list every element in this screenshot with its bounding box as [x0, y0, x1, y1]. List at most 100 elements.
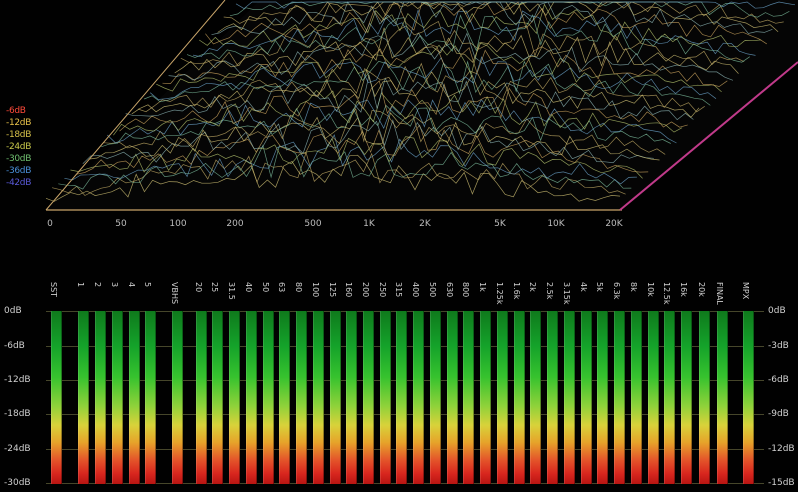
- meter-band-label: 20: [194, 282, 203, 293]
- meter-band-label: MPX: [741, 282, 750, 300]
- meter-band-label: 200: [361, 282, 370, 298]
- meter-bar: [78, 311, 89, 484]
- spectrum-db-label: -24dB: [6, 142, 32, 152]
- meter-bar: [363, 311, 374, 484]
- meter-scale-right-label: 0dB: [768, 306, 786, 316]
- meter-band-label: 63: [277, 282, 286, 293]
- frequency-tick-label: 200: [226, 219, 244, 229]
- waterfall-trace: [156, 42, 722, 93]
- frequency-tick-label: 50: [115, 219, 127, 229]
- meter-band-label: 40: [244, 282, 253, 293]
- meter-bar: [717, 311, 728, 484]
- meter-scale-left-label: -24dB: [4, 444, 31, 454]
- waterfall-trace: [70, 136, 643, 179]
- meter-scale-right-label: -6dB: [768, 375, 789, 385]
- meter-bar: [246, 311, 257, 484]
- waterfall-edge-right: [619, 61, 798, 211]
- spectrum-db-label: -42dB: [6, 178, 32, 188]
- waterfall-trace: [101, 104, 671, 148]
- meter-bar: [514, 311, 525, 484]
- meter-bar: [396, 311, 407, 484]
- frequency-tick-label: 1K: [363, 219, 375, 229]
- waterfall-trace: [64, 134, 637, 185]
- meter-scale-left-label: -12dB: [4, 375, 31, 385]
- waterfall-trace: [162, 43, 728, 87]
- meter-band-label: 1: [76, 282, 85, 288]
- waterfall-trace: [45, 154, 621, 202]
- meter-bar: [743, 311, 754, 484]
- meter-bar: [581, 311, 592, 484]
- meter-band-label: SST: [49, 282, 58, 298]
- meter-band-label: 2: [93, 282, 102, 288]
- meter-band-label: 25: [210, 282, 219, 293]
- meter-bar: [229, 311, 240, 484]
- spectrum-db-label: -36dB: [6, 166, 32, 176]
- meter-band-label: 5k: [595, 282, 604, 292]
- meter-bar: [597, 311, 608, 484]
- meter-band-label: 1.6k: [512, 282, 521, 300]
- meter-scale-right-label: -9dB: [768, 409, 789, 419]
- meter-scale-right-label: -3dB: [768, 341, 789, 351]
- meter-band-label: VBHS: [170, 282, 179, 305]
- meter-scale-left-label: -30dB: [4, 478, 31, 488]
- meter-band-label: 250: [378, 282, 387, 298]
- meter-band-label: 2k: [528, 282, 537, 292]
- meter-band-label: 100: [311, 282, 320, 298]
- meter-band-label: 3.15k: [562, 282, 571, 305]
- meter-scale-left-label: -18dB: [4, 409, 31, 419]
- meter-bar: [296, 311, 307, 484]
- frequency-tick-label: 20K: [605, 219, 623, 229]
- meter-scale-right-label: -12dB: [768, 444, 795, 454]
- meter-bar: [196, 311, 207, 484]
- meter-bar: [447, 311, 458, 484]
- meter-band-label: 1.25k: [495, 282, 504, 305]
- frequency-tick-label: 100: [169, 219, 187, 229]
- spectrum-db-label: -30dB: [6, 154, 32, 164]
- meter-bar: [95, 311, 106, 484]
- meter-band-label: 50: [261, 282, 270, 293]
- meter-bar: [480, 311, 491, 484]
- waterfall-trace: [137, 62, 705, 113]
- waterfall-trace: [88, 112, 660, 161]
- meter-bar: [614, 311, 625, 484]
- frequency-tick-label: 500: [304, 219, 322, 229]
- spectrum-waterfall-display: [45, 0, 798, 211]
- meter-bar: [263, 311, 274, 484]
- waterfall-trace: [52, 151, 626, 196]
- waterfall-trace: [143, 60, 711, 106]
- waterfall-trace: [94, 107, 666, 155]
- frequency-tick-label: 0: [47, 219, 53, 229]
- meter-bar: [497, 311, 508, 484]
- meter-band-label: 400: [411, 282, 420, 298]
- meter-bar: [530, 311, 541, 484]
- meter-band-label: 5: [143, 282, 152, 288]
- spectrum-db-label: -12dB: [6, 118, 32, 128]
- meter-bar: [330, 311, 341, 484]
- meter-band-label: 160: [344, 282, 353, 298]
- frequency-tick-label: 2K: [419, 219, 431, 229]
- meter-bar: [430, 311, 441, 484]
- waterfall-trace: [131, 68, 700, 118]
- meter-bar: [129, 311, 140, 484]
- frequency-tick-label: 5K: [494, 219, 506, 229]
- meter-band-label: 80: [294, 282, 303, 293]
- meter-bar: [313, 311, 324, 484]
- waterfall-trace: [186, 14, 750, 63]
- meter-band-label: 16k: [679, 282, 688, 297]
- meter-bar: [212, 311, 223, 484]
- meter-bar: [172, 311, 183, 484]
- meter-band-label: 315: [394, 282, 403, 298]
- waterfall-trace: [193, 9, 756, 58]
- meter-bar: [346, 311, 357, 484]
- meter-scale-right-label: -15dB: [768, 478, 795, 488]
- waterfall-trace: [235, 1, 796, 10]
- meter-band-label: 125: [328, 282, 337, 298]
- waterfall-trace: [223, 1, 784, 24]
- meter-bar: [564, 311, 575, 484]
- spectrum-db-label: -18dB: [6, 130, 32, 140]
- meter-scale-left-label: -6dB: [4, 341, 25, 351]
- meter-bar: [463, 311, 474, 484]
- waterfall-trace: [58, 144, 632, 190]
- waterfall-floor: [46, 0, 798, 210]
